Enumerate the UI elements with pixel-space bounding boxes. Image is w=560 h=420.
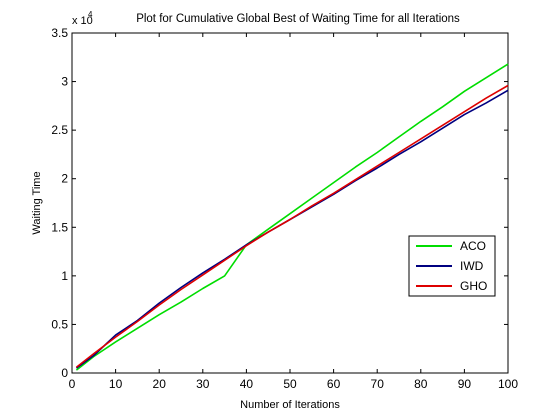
y-tick-label: 1.5 <box>51 220 68 234</box>
x-tick-label: 70 <box>371 377 385 391</box>
y-tick-label: 3.5 <box>51 26 68 40</box>
chart-multiplier-exp: 4 <box>88 10 93 19</box>
x-tick-label: 30 <box>196 377 210 391</box>
legend-label-aco: ACO <box>460 239 486 253</box>
x-tick-label: 50 <box>283 377 297 391</box>
x-tick-label: 10 <box>109 377 123 391</box>
y-tick-label: 3 <box>61 75 68 89</box>
legend-label-gho: GHO <box>460 279 487 293</box>
x-tick-label: 90 <box>458 377 472 391</box>
series-group <box>75 63 509 371</box>
y-axis-label: Waiting Time <box>31 171 43 234</box>
chart-multiplier-base: x 10 <box>72 15 93 27</box>
x-tick-label: 40 <box>240 377 254 391</box>
y-tick-label: 1 <box>61 269 68 283</box>
x-tick-label: 0 <box>69 377 76 391</box>
legend-label-iwd: IWD <box>460 259 484 273</box>
y-tick-label: 2.5 <box>51 123 68 137</box>
x-tick-label: 80 <box>414 377 428 391</box>
x-axis-label: Number of Iterations <box>240 399 340 411</box>
y-tick-label: 0 <box>61 366 68 380</box>
x-tick-label: 100 <box>498 377 518 391</box>
series-line-gho <box>75 84 509 368</box>
chart-title: Plot for Cumulative Global Best of Waiti… <box>136 13 460 25</box>
legend: ACO IWD GHO <box>408 235 496 297</box>
x-tick-label: 60 <box>327 377 341 391</box>
series-line-aco <box>75 63 509 371</box>
x-tick-label: 20 <box>153 377 167 391</box>
y-tick-label: 2 <box>61 172 68 186</box>
y-tick-label: 0.5 <box>51 317 68 331</box>
axis-ticks: 0 10 20 30 40 50 60 70 80 90 100 0 0.5 1 1.5 2 2.5 3 3.5 <box>51 26 518 391</box>
